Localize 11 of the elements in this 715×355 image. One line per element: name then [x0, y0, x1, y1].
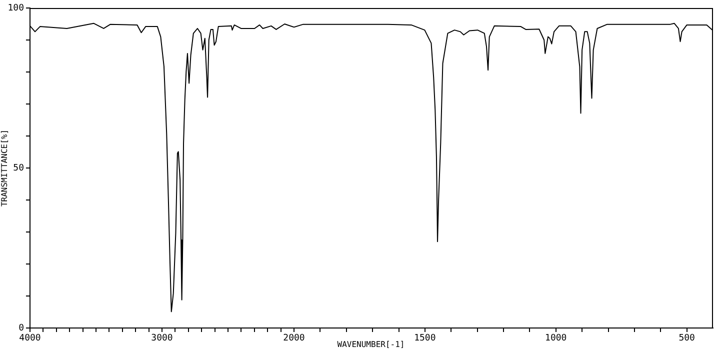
x-tick-label: 3000 — [151, 334, 173, 344]
x-tick-label: 4000 — [19, 334, 41, 344]
y-axis-title: TRANSMITTANCE[%] — [0, 129, 9, 207]
x-tick-label: 1500 — [414, 334, 436, 344]
x-tick-label: 500 — [678, 334, 695, 344]
x-tick-label: 1000 — [545, 334, 567, 344]
y-tick-label: 100 — [8, 3, 24, 14]
x-tick-label: 2000 — [283, 334, 305, 344]
x-axis-title: WAVENUMBER[-1] — [337, 340, 405, 349]
y-tick-label: 50 — [13, 163, 24, 174]
y-tick-label: 0 — [18, 323, 24, 334]
